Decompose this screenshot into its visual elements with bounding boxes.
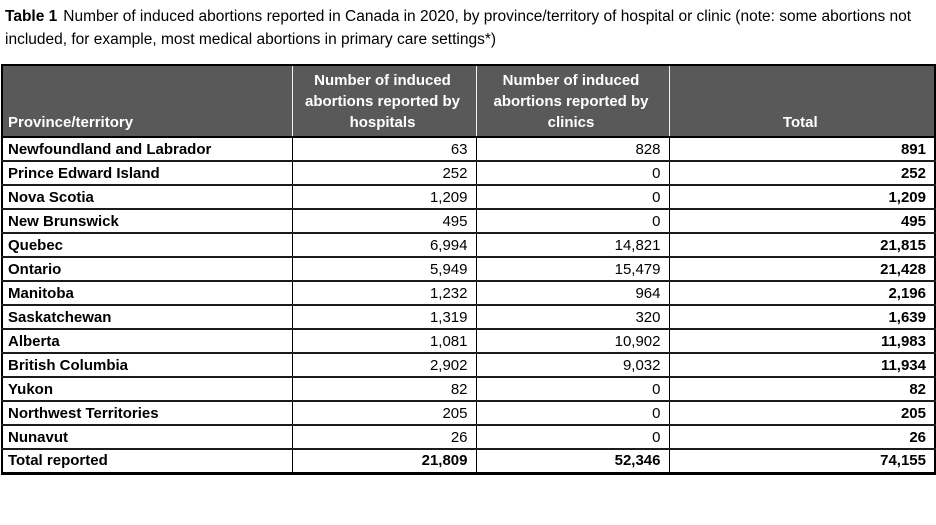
cell-clinics: 0: [476, 425, 670, 450]
cell-total: 891: [669, 137, 935, 162]
col-header-clinics: Number of induced abortions reported by …: [476, 64, 670, 138]
cell-total-overall: 74,155: [880, 452, 926, 470]
cell-hospitals: 495: [292, 209, 477, 234]
cell-clinics: 14,821: [476, 233, 670, 258]
cell-hospitals: 26: [292, 425, 477, 450]
cell-total: 495: [669, 209, 935, 234]
cell-clinics: 0: [476, 377, 670, 402]
cell-province: Yukon: [2, 377, 293, 402]
table-row: Saskatchewan 1,319 320 1,639: [2, 305, 935, 330]
table-row: Newfoundland and Labrador 63 828 891: [2, 137, 935, 162]
cell-total: 11,934: [669, 353, 935, 378]
table-number-label: Table 1: [5, 8, 58, 25]
table-row: Ontario 5,949 15,479 21,428: [2, 257, 935, 282]
cell-province: Manitoba: [2, 281, 293, 306]
cell-province: Alberta: [2, 329, 293, 354]
table-row: Alberta 1,081 10,902 11,983: [2, 329, 935, 354]
cell-hospitals: 2,902: [292, 353, 477, 378]
cell-province: Newfoundland and Labrador: [2, 137, 293, 162]
cell-province: Ontario: [2, 257, 293, 282]
cell-province: Saskatchewan: [2, 305, 293, 330]
cell-total: 21,815: [669, 233, 935, 258]
cell-hospitals: 82: [292, 377, 477, 402]
table-row: Northwest Territories 205 0 205: [2, 401, 935, 426]
cell-province: Nova Scotia: [2, 185, 293, 210]
col-header-province: Province/territory: [2, 64, 293, 138]
cell-hospitals: 1,319: [292, 305, 477, 330]
cell-total-clinics: 52,346: [476, 449, 670, 473]
table-caption: Table 1 Number of induced abortions repor…: [5, 5, 918, 51]
table-body: Newfoundland and Labrador 63 828 891 Pri…: [2, 137, 935, 473]
cell-province: New Brunswick: [2, 209, 293, 234]
cell-total: 2,196: [669, 281, 935, 306]
cell-clinics: 0: [476, 401, 670, 426]
table-row: British Columbia 2,902 9,032 11,934: [2, 353, 935, 378]
cell-province: Nunavut: [2, 425, 293, 450]
cell-total: 205: [669, 401, 935, 426]
cell-clinics: 320: [476, 305, 670, 330]
cell-province: Prince Edward Island: [2, 161, 293, 186]
cell-total: 11,983: [669, 329, 935, 354]
cell-total: 26: [669, 425, 935, 450]
cell-hospitals: 252: [292, 161, 477, 186]
table-header: Province/territory Number of induced abo…: [2, 64, 935, 138]
cell-hospitals: 1,081: [292, 329, 477, 354]
table-row: Yukon 82 0 82: [2, 377, 935, 402]
cell-total: 1,209: [669, 185, 935, 210]
cell-clinics: 964: [476, 281, 670, 306]
table-row: Nunavut 26 0 26: [2, 425, 935, 450]
table-row: Prince Edward Island 252 0 252: [2, 161, 935, 186]
cell-hospitals: 6,994: [292, 233, 477, 258]
cell-clinics: 0: [476, 209, 670, 234]
cell-clinics: 828: [476, 137, 670, 162]
table-row: Nova Scotia 1,209 0 1,209: [2, 185, 935, 210]
cell-total-hospitals: 21,809: [292, 449, 477, 473]
table-caption-text: Number of induced abortions reported in …: [5, 8, 912, 48]
cell-province: Quebec: [2, 233, 293, 258]
header-row: Province/territory Number of induced abo…: [2, 64, 935, 138]
abortions-by-province-table: Province/territory Number of induced abo…: [1, 64, 936, 475]
col-header-total: Total: [669, 64, 935, 138]
cell-clinics: 10,902: [476, 329, 670, 354]
cell-clinics: 15,479: [476, 257, 670, 282]
cell-total: 21,428: [669, 257, 935, 282]
cell-clinics: 0: [476, 161, 670, 186]
total-row: Total reported 21,809 52,346 74,155: [2, 449, 935, 473]
cell-hospitals: 1,232: [292, 281, 477, 306]
table-row: New Brunswick 495 0 495: [2, 209, 935, 234]
cell-hospitals: 63: [292, 137, 477, 162]
col-header-hospitals: Number of induced abortions reported by …: [292, 64, 477, 138]
table-row: Manitoba 1,232 964 2,196: [2, 281, 935, 306]
cell-total: 82: [669, 377, 935, 402]
cell-total: 1,639: [669, 305, 935, 330]
cell-province: Northwest Territories: [2, 401, 293, 426]
table-row: Quebec 6,994 14,821 21,815: [2, 233, 935, 258]
cell-hospitals: 205: [292, 401, 477, 426]
cell-total-label: Total reported: [2, 449, 293, 473]
cell-total: 252: [669, 161, 935, 186]
cell-clinics: 0: [476, 185, 670, 210]
cell-province: British Columbia: [2, 353, 293, 378]
cell-hospitals: 1,209: [292, 185, 477, 210]
cell-clinics: 9,032: [476, 353, 670, 378]
cell-hospitals: 5,949: [292, 257, 477, 282]
